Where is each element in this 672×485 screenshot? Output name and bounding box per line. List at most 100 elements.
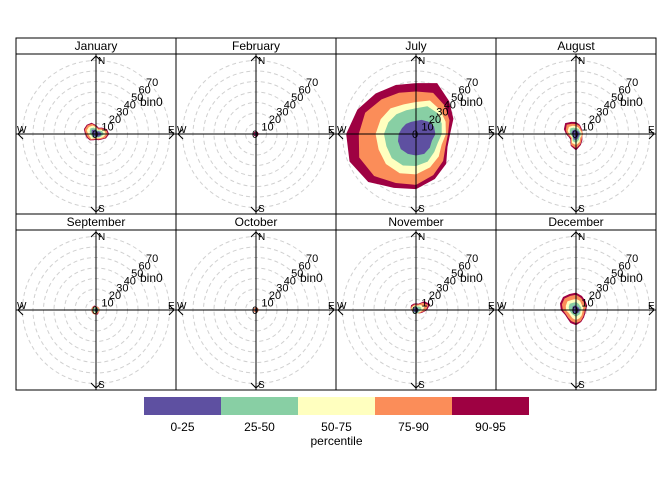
compass-w: W <box>17 125 27 136</box>
radial-tick-label: 10 <box>421 298 433 310</box>
bin-label: bin0 <box>460 271 483 285</box>
south-chevron <box>250 206 262 213</box>
compass-n: N <box>98 56 105 67</box>
radial-tick-label: 60 <box>139 260 151 272</box>
compass-e: E <box>648 125 655 136</box>
bin-label: bin0 <box>300 271 323 285</box>
panel-title: January <box>75 39 118 53</box>
radial-tick-label: 50 <box>451 92 463 104</box>
radial-tick-label: 20 <box>429 290 441 302</box>
radial-tick-label: 50 <box>611 268 623 280</box>
compass-w: W <box>177 301 187 312</box>
south-chevron <box>410 382 422 389</box>
radial-tick-label: 70 <box>306 253 318 265</box>
radial-tick-label: 50 <box>451 268 463 280</box>
radial-tick-label: 0 <box>572 129 578 141</box>
west-chevron <box>177 128 184 140</box>
bin-label: bin0 <box>460 95 483 109</box>
legend-label: 0-25 <box>170 420 194 434</box>
radial-tick-label: 60 <box>299 84 311 96</box>
panel-title: November <box>388 215 443 229</box>
south-chevron <box>570 206 582 213</box>
radial-tick-label: 0 <box>572 305 578 317</box>
east-chevron <box>328 304 335 316</box>
compass-e: E <box>168 125 175 136</box>
radial-tick-label: 10 <box>101 298 113 310</box>
radial-tick-label: 70 <box>466 77 478 89</box>
east-chevron <box>168 128 175 140</box>
panel-title: September <box>67 215 126 229</box>
radial-tick-label: 20 <box>109 290 121 302</box>
radial-tick-label: 30 <box>436 107 448 119</box>
west-chevron <box>17 304 24 316</box>
east-chevron <box>488 304 495 316</box>
east-chevron <box>488 128 495 140</box>
compass-e: E <box>328 125 335 136</box>
east-chevron <box>168 304 175 316</box>
north-chevron <box>570 231 582 238</box>
radial-tick-label: 0 <box>412 129 418 141</box>
panel-title: August <box>557 39 595 53</box>
compass-e: E <box>328 301 335 312</box>
radial-tick-label: 30 <box>436 283 448 295</box>
compass-w: W <box>337 301 347 312</box>
radial-tick-label: 10 <box>581 298 593 310</box>
panel-title: July <box>405 39 426 53</box>
radial-tick-label: 70 <box>146 253 158 265</box>
legend-label: 25-50 <box>244 420 275 434</box>
radial-tick-label: 20 <box>589 290 601 302</box>
south-chevron <box>90 206 102 213</box>
radial-tick-label: 50 <box>611 92 623 104</box>
radial-tick-label: 20 <box>269 290 281 302</box>
compass-w: W <box>177 125 187 136</box>
compass-s: S <box>418 204 425 215</box>
radial-tick-label: 60 <box>139 84 151 96</box>
south-chevron <box>570 382 582 389</box>
radial-tick-label: 60 <box>619 84 631 96</box>
radial-tick-label: 30 <box>116 107 128 119</box>
compass-s: S <box>98 380 105 391</box>
compass-w: W <box>17 301 27 312</box>
radial-tick-label: 70 <box>306 77 318 89</box>
radial-tick-label: 30 <box>596 107 608 119</box>
compass-s: S <box>418 380 425 391</box>
south-chevron <box>250 382 262 389</box>
legend-swatch <box>144 397 221 415</box>
compass-s: S <box>258 380 265 391</box>
radial-tick-label: 0 <box>92 305 98 317</box>
legend-swatch <box>221 397 298 415</box>
south-chevron <box>90 382 102 389</box>
radial-tick-label: 40 <box>444 275 456 287</box>
radial-tick-label: 0 <box>252 129 258 141</box>
radial-tick-label: 40 <box>444 99 456 111</box>
compass-s: S <box>578 380 585 391</box>
radial-tick-label: 10 <box>421 122 433 134</box>
compass-n: N <box>258 232 265 243</box>
radial-tick-label: 30 <box>276 283 288 295</box>
radial-tick-label: 50 <box>291 92 303 104</box>
compass-n: N <box>418 56 425 67</box>
west-chevron <box>337 128 344 140</box>
radial-tick-label: 40 <box>604 99 616 111</box>
north-chevron <box>410 55 422 62</box>
compass-n: N <box>578 56 585 67</box>
compass-n: N <box>258 56 265 67</box>
radial-tick-label: 10 <box>581 122 593 134</box>
radial-tick-label: 50 <box>131 268 143 280</box>
compass-w: W <box>497 125 507 136</box>
compass-w: W <box>337 125 347 136</box>
legend-swatch <box>375 397 452 415</box>
compass-w: W <box>497 301 507 312</box>
radial-tick-label: 40 <box>604 275 616 287</box>
radial-tick-label: 30 <box>276 107 288 119</box>
bin-label: bin0 <box>620 271 643 285</box>
